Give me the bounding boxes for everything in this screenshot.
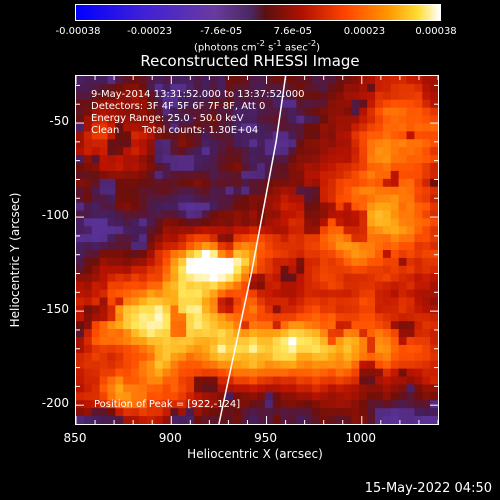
y-axis-label: Heliocentric Y (arcsec) — [8, 192, 22, 328]
annotation-peak: Position of Peak = [922,-124] — [94, 399, 241, 410]
colorbar — [75, 4, 441, 21]
annotation-detectors: Detectors: 3F 4F 5F 6F 7F 8F, Att 0 — [91, 101, 266, 112]
x-tick-label: 900 — [158, 431, 182, 445]
colorbar-tick-label: -0.00023 — [127, 26, 173, 37]
footer-timestamp: 15-May-2022 04:50 — [364, 481, 492, 496]
y-tick-label: -200 — [41, 396, 69, 411]
axis-tick-marks — [76, 76, 438, 424]
heatmap-image — [76, 76, 438, 424]
heatmap-cells — [76, 76, 438, 424]
annotation-clean: Clean — [91, 125, 120, 136]
annotation-time: 9-May-2014 13:31:52.000 to 13:37:52.000 — [91, 89, 305, 100]
colorbar-tick-label: -0.00038 — [55, 26, 101, 37]
solar-limb-line — [218, 76, 287, 424]
colorbar-tick-label: 7.6e-05 — [273, 26, 312, 37]
plot-area: 9-May-2014 13:31:52.000 to 13:37:52.000 … — [75, 75, 439, 425]
colorbar-tick-label: 0.00038 — [415, 26, 457, 37]
annotation-counts: Total counts: 1.30E+04 — [142, 125, 259, 136]
x-tick-label: 1000 — [345, 431, 377, 445]
chart-title: Reconstructed RHESSI Image — [140, 52, 360, 70]
colorbar-tick-label: -7.6e-05 — [200, 26, 243, 37]
y-tick-label: -100 — [41, 208, 69, 223]
colorbar-unit: (photons cm-2 s-1 asec-2) — [193, 38, 321, 54]
x-tick-label: 950 — [254, 431, 277, 445]
y-tick-label: -150 — [41, 302, 69, 317]
x-tick-label: 850 — [63, 431, 87, 445]
y-tick-label: -50 — [49, 114, 69, 129]
colorbar-tick-label: 0.00023 — [343, 26, 386, 37]
annotation-energy: Energy Range: 25.0 - 50.0 keV — [91, 113, 244, 124]
x-axis-label: Heliocentric X (arcsec) — [187, 447, 323, 461]
